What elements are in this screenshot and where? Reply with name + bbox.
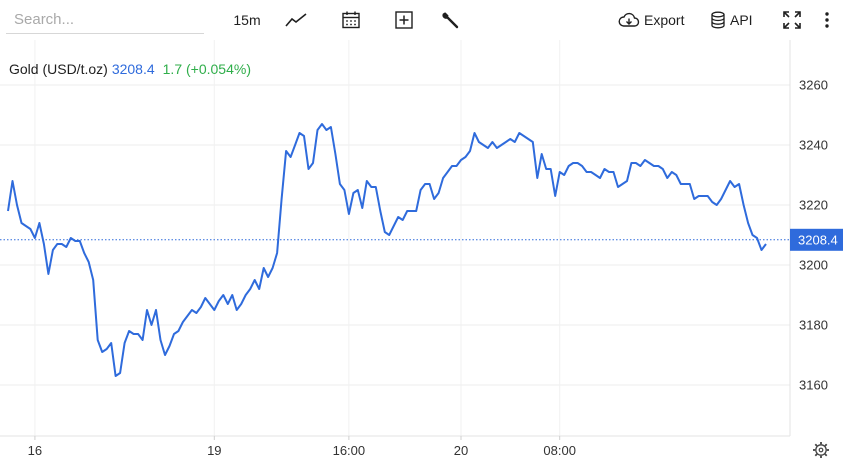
calendar-icon	[342, 11, 360, 29]
price-series-line	[7, 123, 767, 377]
y-tick-label: 3200	[799, 258, 828, 273]
api-label: API	[730, 12, 753, 28]
time-axis: 16 19 16:00 20 08:00	[28, 436, 576, 458]
wrench-icon	[442, 12, 459, 29]
x-tick-label: 20	[454, 443, 468, 458]
y-tick-label: 3220	[799, 198, 828, 213]
chart-legend: Gold (USD/t.oz) 3208.4 1.7 (+0.054%)	[9, 61, 251, 77]
more-options-button[interactable]	[817, 6, 837, 34]
cloud-download-icon	[618, 12, 640, 27]
line-chart-icon	[285, 13, 307, 27]
date-range-button[interactable]	[337, 6, 365, 34]
x-tick-label: 19	[207, 443, 221, 458]
x-tick-label: 16	[28, 443, 42, 458]
y-tick-label: 3240	[799, 138, 828, 153]
price-axis: 3160 3180 3200 3220 3240 3260	[799, 78, 828, 393]
export-label: Export	[644, 12, 685, 28]
export-button[interactable]: Export	[618, 6, 692, 34]
symbol-search-input[interactable]	[6, 6, 204, 34]
more-vertical-icon	[825, 12, 829, 28]
last-price-tag-label: 3208.4	[798, 232, 838, 247]
chart-grid	[0, 40, 790, 436]
interval-label: 15m	[233, 12, 261, 28]
add-indicator-icon	[395, 11, 413, 29]
y-tick-label: 3160	[799, 378, 828, 393]
legend-symbol: Gold (USD/t.oz)	[9, 61, 108, 77]
fullscreen-button[interactable]	[779, 6, 805, 34]
chart-toolbar: 15m	[0, 0, 843, 40]
database-icon	[711, 11, 725, 29]
chart-settings-button[interactable]	[813, 442, 829, 458]
last-price-tag: 3208.4	[790, 228, 843, 251]
y-tick-label: 3260	[799, 78, 828, 93]
legend-price: 3208.4	[111, 61, 155, 77]
interval-selector-button[interactable]: 15m	[230, 6, 264, 34]
api-button[interactable]: API	[710, 6, 760, 34]
add-indicator-button[interactable]	[390, 6, 418, 34]
y-tick-label: 3180	[799, 318, 828, 333]
chart-type-button[interactable]	[282, 6, 310, 34]
x-tick-label: 16:00	[333, 443, 366, 458]
fullscreen-icon	[783, 11, 801, 29]
legend-change: 1.7 (+0.054%)	[162, 61, 251, 77]
price-chart[interactable]: 3160 3180 3200 3220 3240 3260 16 19 16:00 20 08:0…	[0, 40, 843, 459]
settings-tools-button[interactable]	[436, 6, 464, 34]
x-tick-label: 08:00	[543, 443, 576, 458]
gear-icon	[815, 444, 827, 456]
